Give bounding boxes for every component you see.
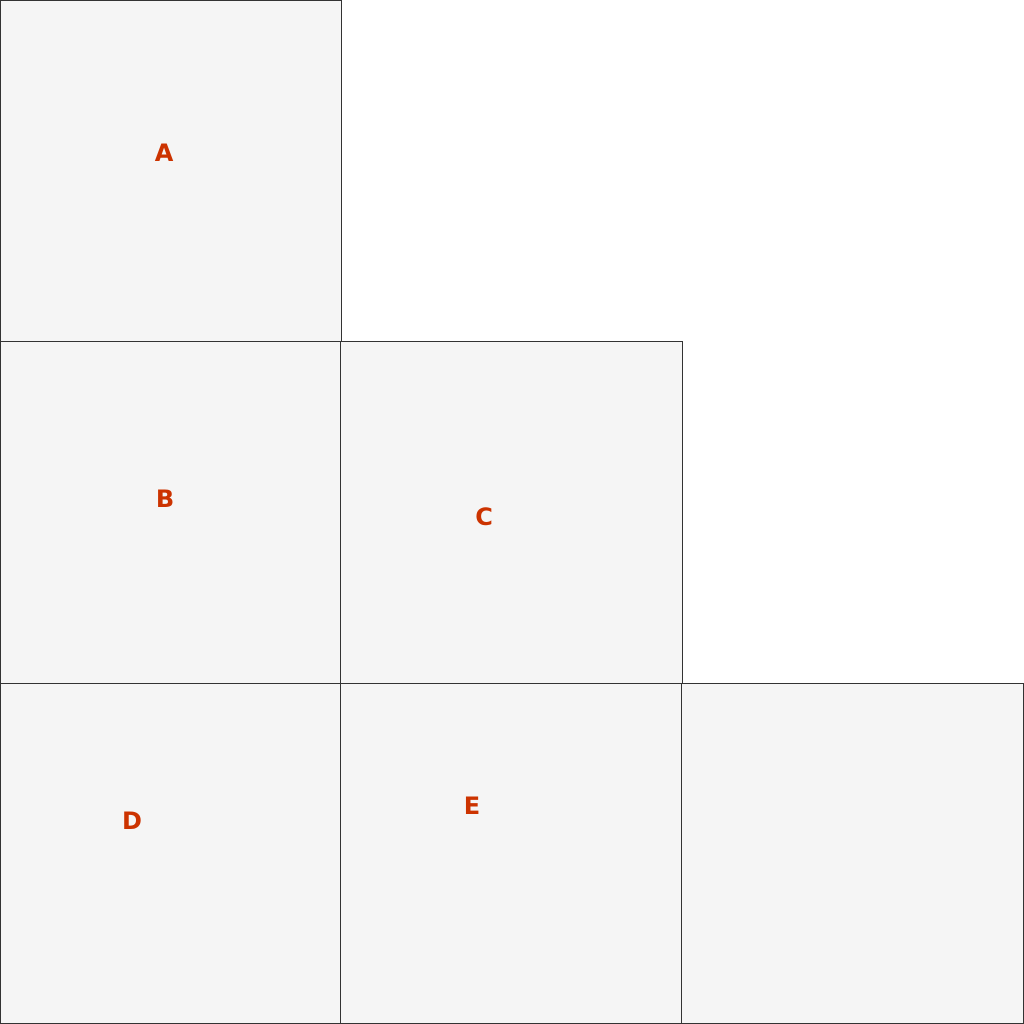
cell-c	[340, 341, 683, 684]
cell-d-label: D	[122, 807, 142, 835]
cell-b	[0, 341, 342, 684]
cell-f	[681, 683, 1024, 1024]
cell-a	[0, 0, 342, 343]
cell-c-label: C	[475, 503, 493, 531]
cell-a-label: A	[154, 139, 174, 167]
cell-d	[0, 683, 342, 1024]
cell-e	[340, 683, 683, 1024]
cell-b-label: B	[155, 485, 175, 513]
cell-e-label: E	[463, 792, 481, 820]
